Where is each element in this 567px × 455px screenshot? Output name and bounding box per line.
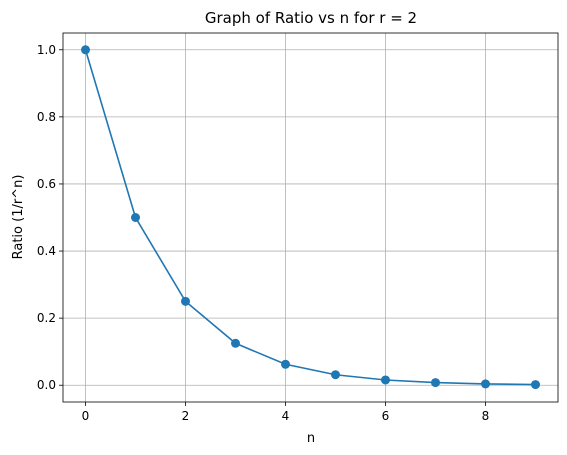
- x-tick-label: 4: [282, 409, 290, 423]
- data-point: [431, 378, 440, 388]
- y-tick-label: 0.8: [37, 110, 56, 124]
- data-point: [181, 296, 190, 306]
- grid-lines: [63, 33, 558, 402]
- axis-ticks: 0 2 4 6 8 0.0 0.2 0.4 0.6 0.8 1.0: [37, 43, 489, 423]
- plot-frame: [62, 32, 559, 403]
- x-tick-label: 2: [182, 409, 190, 423]
- data-point: [531, 380, 540, 390]
- y-tick-label: 0.4: [37, 244, 56, 258]
- x-axis-label: n: [307, 431, 315, 446]
- y-axis-label: Ratio (1/r^n): [11, 175, 26, 260]
- data-point: [481, 379, 490, 389]
- data-point: [381, 375, 390, 385]
- x-tick-label: 0: [82, 409, 90, 423]
- y-tick-label: 0.6: [37, 177, 56, 191]
- x-tick-label: 6: [382, 409, 390, 423]
- data-point: [131, 213, 140, 222]
- data-point: [81, 45, 90, 55]
- y-tick-label: 0.0: [37, 378, 56, 392]
- series-line: [84, 49, 536, 386]
- chart-title: Graph of Ratio vs n for r = 2: [205, 9, 417, 27]
- x-tick-label: 8: [482, 409, 490, 423]
- data-point: [231, 338, 240, 348]
- y-tick-label: 0.2: [37, 311, 56, 325]
- data-point: [331, 370, 340, 380]
- y-tick-label: 1.0: [37, 43, 56, 57]
- series-layer: [81, 45, 540, 390]
- data-point: [281, 359, 290, 369]
